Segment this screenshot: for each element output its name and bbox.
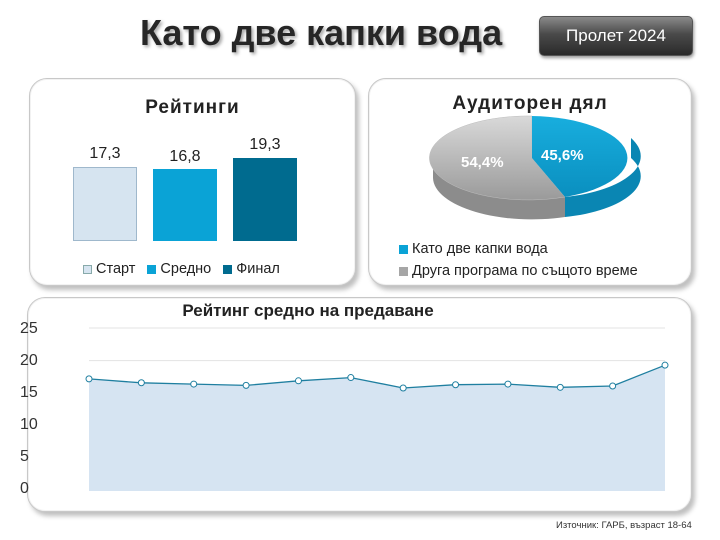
audience-share-title: Аудиторен дял [452,93,608,114]
bar-average [153,169,217,241]
y-tick-20: 20 [20,352,38,369]
legend-label-other: Друга програма по същото време [412,263,638,279]
pie-side-show [565,138,641,217]
legend-label-final: Финал [236,261,280,277]
ratings-panel: Рейтинги 17,3 16,8 19,3 Старт Средно Фин… [29,78,356,286]
pie-side-other [433,158,565,220]
legend-swatch-start [83,264,92,274]
pie-label-show: 45,6% [541,147,584,164]
bar-value-label-average: 16,8 [169,148,201,165]
audience-share-panel: Аудиторен дял 45,6% 54,4% Като две капки… [368,78,692,286]
pie-slice-show [532,116,628,197]
y-tick-0: 0 [20,480,29,497]
bar-value-label-start: 17,3 [89,145,121,162]
y-tick-15: 15 [20,384,38,401]
bar-start [73,167,137,241]
legend-swatch-other [399,266,408,276]
rating-per-episode-panel: Рейтинг средно на предаване [27,297,692,512]
rating-per-episode-title: Рейтинг средно на предаване [182,301,434,320]
y-tick-5: 5 [20,448,29,465]
pie-slice-other [429,115,566,201]
season-badge: Пролет 2024 [539,16,693,56]
bar-value-label-final: 19,3 [249,136,281,153]
pie-label-other: 54,4% [461,154,504,171]
page-title: Като две капки вода [140,12,503,53]
bar-final [233,158,297,241]
legend-label-start: Старт [96,261,136,277]
pie-chart [429,115,641,220]
ratings-legend: Старт Средно Финал [83,261,280,277]
share-legend-item-show: Като две капки вода [399,241,548,257]
ratings-title: Рейтинги [145,97,240,118]
share-legend-item-other: Друга програма по същото време [399,263,638,279]
legend-swatch-show [399,244,408,254]
source-note: Източник: ГАРБ, възраст 18-64 [556,520,692,531]
y-tick-10: 10 [20,416,38,433]
legend-swatch-final [223,264,233,274]
legend-swatch-average [147,264,157,274]
y-tick-25: 25 [20,320,38,337]
legend-label-average: Средно [160,261,212,277]
legend-label-show: Като две капки вода [412,241,548,257]
